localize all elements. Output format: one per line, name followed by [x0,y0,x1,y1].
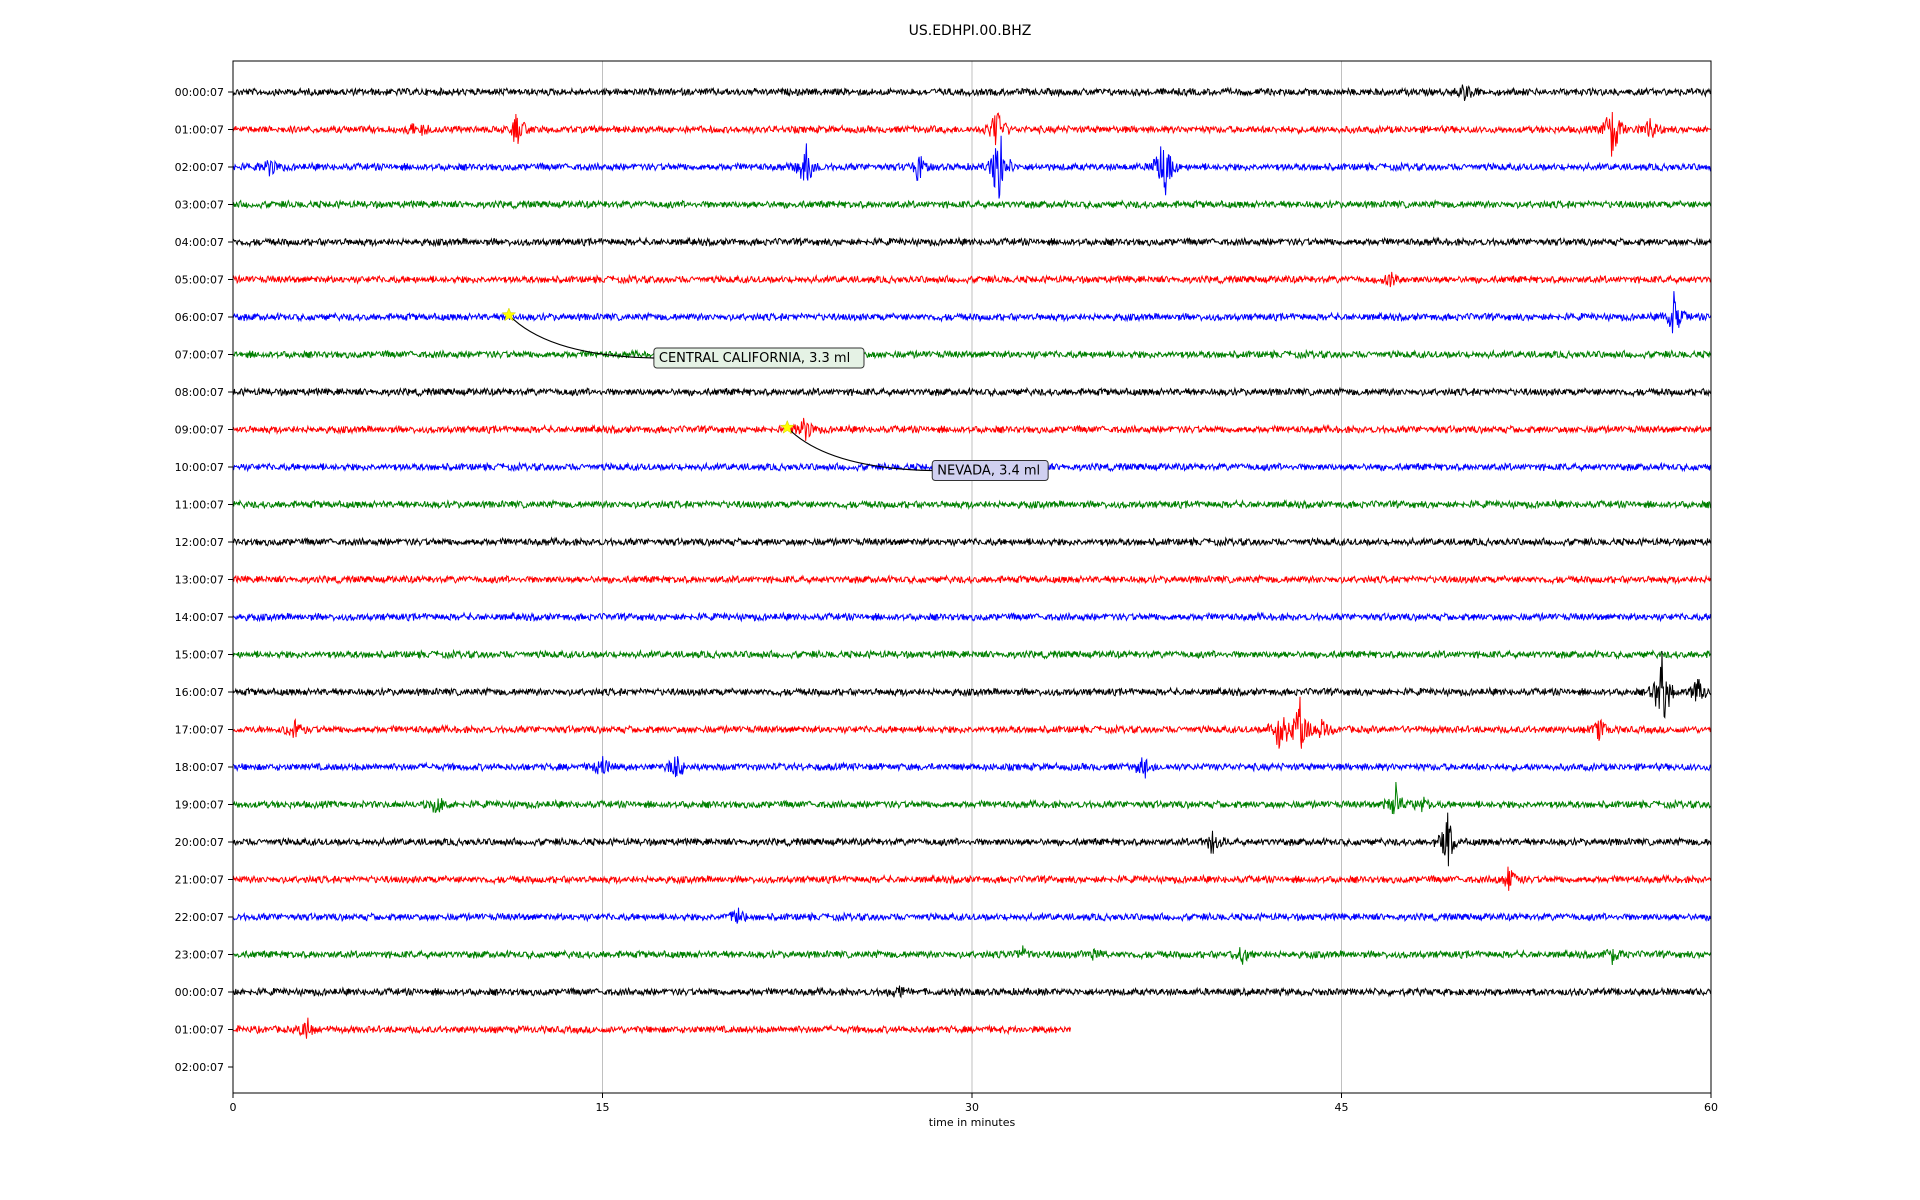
y-tick-label-18: 18:00:07 [175,761,224,774]
y-tick-label-20: 20:00:07 [175,836,224,849]
annotation-1: NEVADA, 3.4 ml [779,419,1049,481]
trace-row-12 [232,536,1712,548]
annotation-arrow-0 [508,314,654,359]
trace-row-21 [232,866,1712,891]
event-star-icon-1 [779,419,795,434]
y-tick-label-1: 01:00:07 [175,124,224,137]
x-tick-label-1: 15 [596,1101,610,1114]
x-tick-label-4: 60 [1704,1101,1718,1114]
trace-row-15 [232,648,1712,660]
trace-row-17 [232,696,1712,749]
trace-row-25 [232,1017,1071,1039]
chart-title: US.EDHPI.00.BHZ [909,23,1032,39]
y-tick-label-21: 21:00:07 [175,874,224,887]
trace-row-23 [232,945,1712,966]
y-tick-label-22: 22:00:07 [175,911,224,924]
y-tick-label-26: 02:00:07 [175,1061,224,1074]
annotation-arrow-1 [786,427,933,472]
annotation-label-1: NEVADA, 3.4 ml [937,464,1040,479]
y-tick-label-8: 08:00:07 [175,386,224,399]
grid-lines [602,61,1342,1093]
trace-row-22 [232,907,1712,924]
x-tick-label-3: 45 [1335,1101,1349,1114]
trace-row-18 [232,756,1712,779]
trace-row-4 [232,236,1712,248]
trace-row-11 [232,498,1712,511]
y-tick-label-13: 13:00:07 [175,574,224,587]
y-tick-label-2: 02:00:07 [175,161,224,174]
y-tick-label-11: 11:00:07 [175,499,224,512]
plot-frame [232,60,1712,1094]
x-tick-label-2: 30 [965,1101,979,1114]
trace-row-2 [232,135,1712,199]
y-tick-label-5: 05:00:07 [175,274,224,287]
trace-row-6 [232,291,1712,334]
trace-row-5 [232,271,1712,288]
trace-row-14 [232,611,1712,623]
y-tick-label-15: 15:00:07 [175,649,224,662]
annotation-0: CENTRAL CALIFORNIA, 3.3 ml [501,307,865,369]
y-tick-label-3: 03:00:07 [175,199,224,212]
trace-row-0 [232,84,1712,102]
y-tick-label-23: 23:00:07 [175,949,224,962]
trace-row-7 [232,348,1712,360]
y-tick-label-24: 00:00:07 [175,986,224,999]
trace-row-13 [232,574,1712,586]
trace-row-20 [232,812,1712,867]
x-axis-label: time in minutes [929,1116,1016,1129]
y-tick-label-17: 17:00:07 [175,724,224,737]
y-tick-label-0: 00:00:07 [175,86,224,99]
trace-row-1 [232,111,1712,157]
x-tick-label-0: 0 [230,1101,237,1114]
y-tick-label-4: 04:00:07 [175,236,224,249]
y-tick-label-19: 19:00:07 [175,799,224,812]
y-tick-label-7: 07:00:07 [175,349,224,362]
y-tick-label-25: 01:00:07 [175,1024,224,1037]
trace-row-24 [232,985,1712,999]
trace-row-9 [232,417,1712,441]
y-tick-label-16: 16:00:07 [175,686,224,699]
y-tick-labels: 00:00:07 01:00:07 02:00:07 03:00:07 04:00:07… [175,86,233,1074]
annotation-label-0: CENTRAL CALIFORNIA, 3.3 ml [659,351,850,366]
y-tick-label-14: 14:00:07 [175,611,224,624]
trace-row-19 [232,781,1712,815]
y-tick-label-6: 06:00:07 [175,311,224,324]
y-tick-label-12: 12:00:07 [175,536,224,549]
trace-row-3 [232,199,1712,210]
x-ticks: 0 15 30 45 60 [230,1093,1718,1114]
y-tick-label-10: 10:00:07 [175,461,224,474]
event-star-icon-0 [501,307,517,322]
trace-row-8 [232,386,1712,398]
event-annotations: CENTRAL CALIFORNIA, 3.3 ml NEVADA, 3.4 ml [501,307,1049,481]
trace-row-16 [232,651,1712,719]
y-tick-label-9: 09:00:07 [175,424,224,437]
